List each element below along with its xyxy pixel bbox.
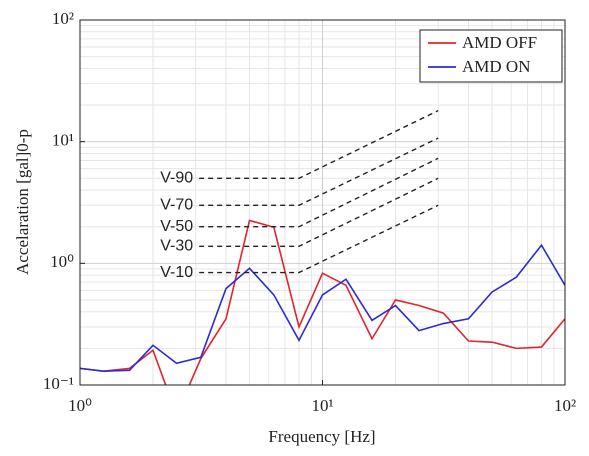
reference-label: V-90 [160, 170, 193, 187]
reference-line [199, 137, 439, 206]
reference-label: V-50 [160, 218, 193, 235]
legend-box [419, 29, 563, 83]
y-tick-label: 10¹ [52, 131, 74, 150]
y-tick-label: 10² [52, 9, 74, 28]
series-line [80, 243, 565, 372]
y-axis-label: Accelaration [gal]0-p [13, 129, 32, 275]
x-tick-label: 10⁰ [68, 396, 92, 415]
x-axis-label: Frequency [Hz] [268, 427, 375, 446]
reference-label: V-30 [160, 238, 193, 255]
reference-line [199, 204, 439, 274]
reference-label: V-70 [160, 197, 193, 214]
series-line [80, 219, 565, 385]
y-tick-label: 10⁻¹ [43, 374, 74, 393]
x-tick-label: 10² [554, 396, 576, 415]
legend-label: AMD OFF [462, 33, 537, 52]
reference-label: V-10 [160, 264, 193, 281]
x-tick-label: 10¹ [311, 396, 333, 415]
reference-line [199, 157, 439, 228]
reference-line [199, 109, 439, 179]
y-tick-label: 10⁰ [50, 252, 74, 271]
plot-marks [80, 109, 565, 385]
reference-line [199, 177, 439, 248]
legend-label: AMD ON [462, 57, 530, 76]
